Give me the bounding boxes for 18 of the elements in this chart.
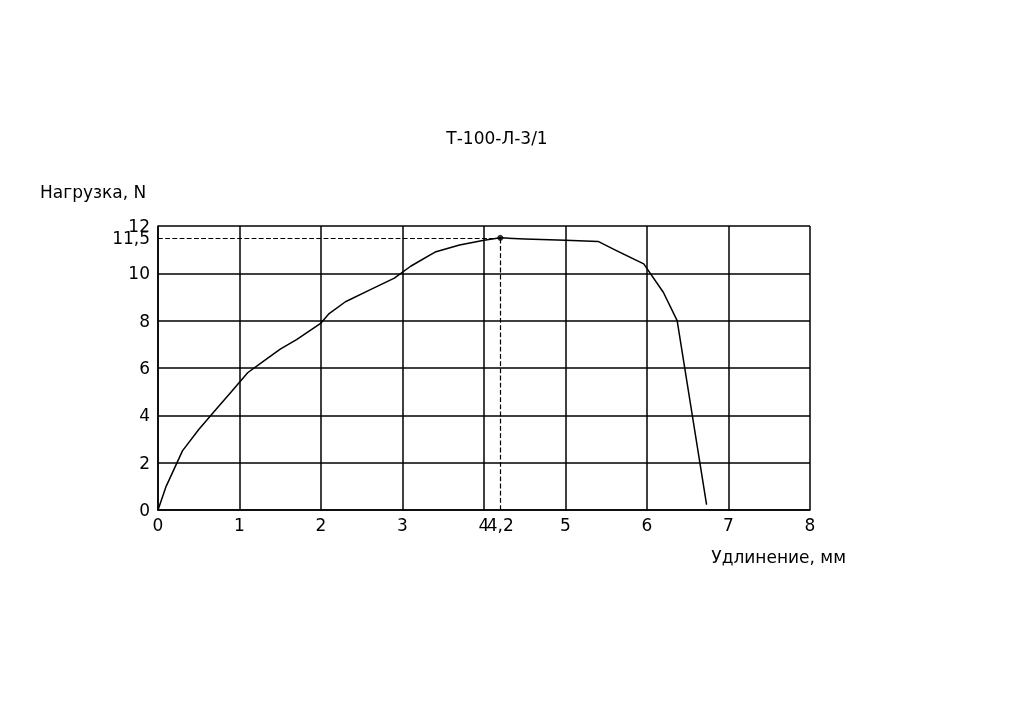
x-tick-label: 5 — [560, 514, 571, 535]
x-tick-label: 1 — [234, 514, 245, 535]
y-tick-label: 4 — [139, 405, 150, 426]
x-tick-label: 3 — [397, 514, 408, 535]
y-axis-title: Нагрузка, N — [40, 181, 147, 202]
x-tick-label: 6 — [641, 514, 653, 535]
y-tick-label: 0 — [139, 500, 150, 520]
x-tick-label: 7 — [723, 514, 734, 535]
x-tick-label: 2 — [315, 514, 327, 535]
x-tick-label: 0 — [152, 514, 164, 535]
y-tick-label: 10 — [128, 263, 150, 284]
chart-title: Т-100-Л-3/1 — [445, 127, 548, 148]
y-tick-label: 6 — [139, 358, 150, 378]
y-tick-label: 2 — [139, 452, 150, 473]
x-axis-title: Удлинение, мм — [711, 546, 846, 567]
y-tick-label: 8 — [139, 310, 150, 331]
x-tick-label: 4,2 — [486, 514, 514, 535]
x-tick-label: 8 — [804, 514, 816, 535]
